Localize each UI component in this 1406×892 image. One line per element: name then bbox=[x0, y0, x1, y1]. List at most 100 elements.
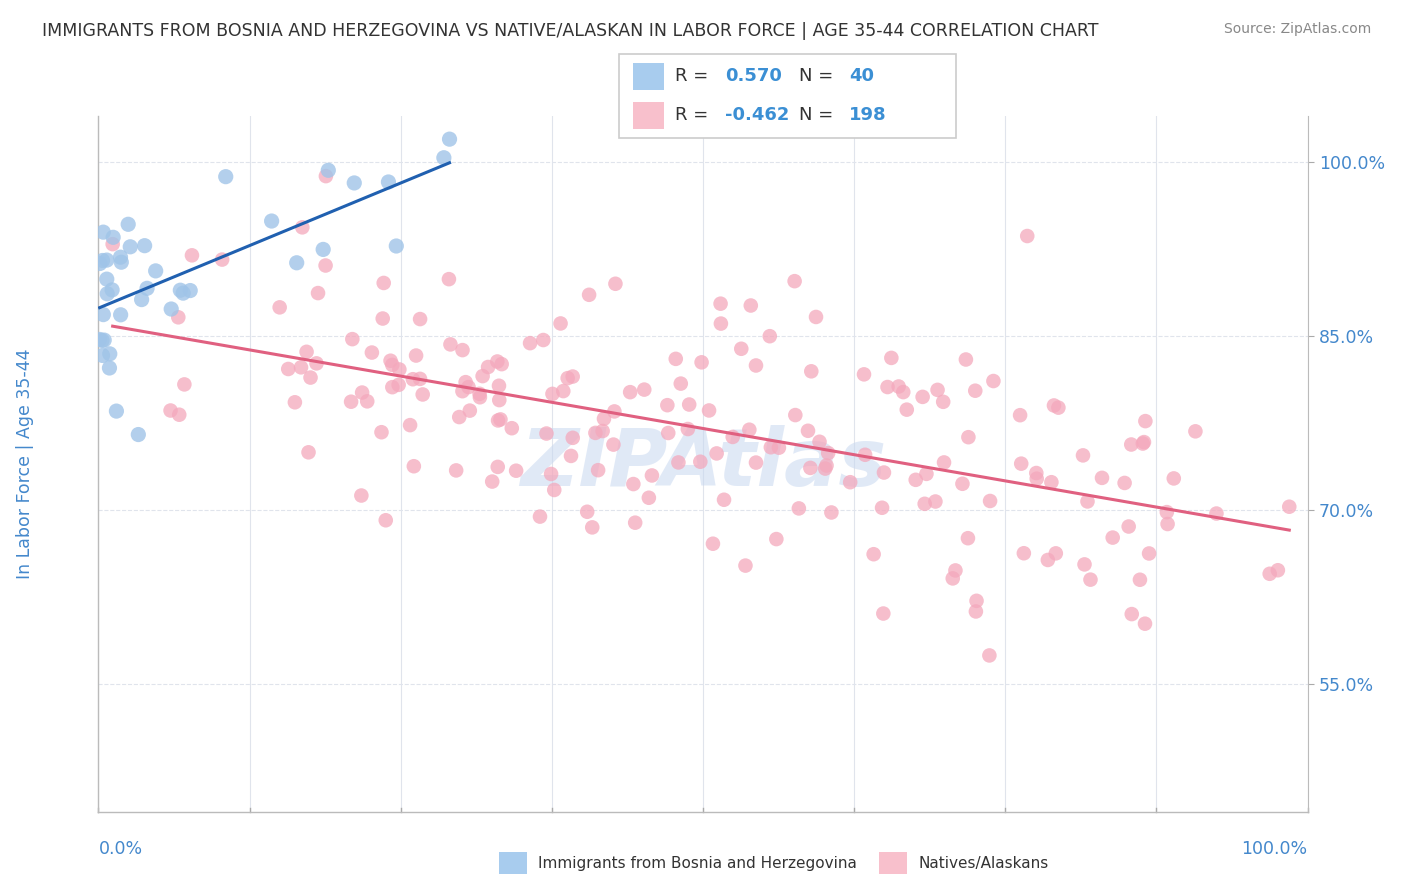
Point bbox=[105, 404, 128, 418]
Text: 0.0%: 0.0% bbox=[98, 840, 142, 858]
Point bbox=[710, 296, 733, 310]
Text: Source: ZipAtlas.com: Source: ZipAtlas.com bbox=[1223, 22, 1371, 37]
Point bbox=[399, 418, 422, 433]
Point bbox=[488, 378, 510, 392]
Text: 100.0%: 100.0% bbox=[1241, 840, 1308, 858]
Point bbox=[536, 426, 558, 441]
Point bbox=[451, 384, 474, 399]
Point bbox=[134, 238, 156, 252]
Point bbox=[405, 349, 427, 363]
Point bbox=[167, 408, 190, 422]
Point bbox=[1101, 531, 1123, 545]
Point bbox=[603, 404, 626, 418]
Point bbox=[873, 466, 896, 480]
Point bbox=[98, 361, 121, 376]
Point bbox=[1045, 546, 1067, 560]
Point bbox=[402, 372, 425, 386]
Point bbox=[380, 353, 402, 368]
Point bbox=[1156, 505, 1178, 519]
Point bbox=[543, 483, 565, 497]
Point bbox=[1036, 553, 1059, 567]
Point bbox=[356, 394, 378, 409]
Point bbox=[374, 513, 396, 527]
Point bbox=[891, 385, 914, 400]
Point bbox=[979, 648, 1001, 663]
Point bbox=[505, 464, 527, 478]
Point bbox=[316, 163, 339, 178]
Point bbox=[486, 354, 509, 368]
Point bbox=[581, 520, 603, 534]
Point bbox=[550, 317, 572, 331]
Point bbox=[734, 558, 756, 573]
Point bbox=[340, 394, 363, 409]
Point bbox=[1133, 435, 1156, 450]
Point bbox=[299, 370, 322, 384]
Point bbox=[159, 403, 181, 417]
Point bbox=[787, 501, 810, 516]
Point bbox=[1132, 436, 1154, 450]
Point bbox=[1114, 475, 1136, 490]
Point bbox=[768, 441, 790, 455]
Point bbox=[167, 310, 190, 325]
Point bbox=[945, 563, 967, 577]
Text: ZIPAtlas: ZIPAtlas bbox=[520, 425, 886, 503]
Point bbox=[381, 358, 404, 372]
Point bbox=[853, 368, 876, 382]
Point bbox=[799, 461, 821, 475]
Point bbox=[759, 440, 782, 454]
Point bbox=[501, 421, 523, 435]
Point bbox=[91, 253, 114, 268]
Point bbox=[817, 446, 839, 460]
Point bbox=[1135, 414, 1157, 428]
Point bbox=[1267, 563, 1289, 577]
Point bbox=[932, 455, 955, 469]
Point bbox=[295, 344, 318, 359]
Point bbox=[173, 377, 195, 392]
Point bbox=[342, 332, 364, 346]
Point bbox=[853, 448, 876, 462]
Point bbox=[491, 357, 513, 371]
Point bbox=[179, 284, 201, 298]
Point bbox=[457, 380, 479, 394]
Point bbox=[1080, 573, 1102, 587]
Point bbox=[592, 424, 614, 438]
Point bbox=[668, 455, 690, 469]
Point bbox=[370, 425, 392, 440]
Point bbox=[297, 445, 319, 459]
Point bbox=[91, 334, 114, 348]
Point bbox=[284, 395, 307, 409]
Point bbox=[1205, 507, 1227, 521]
Point bbox=[1076, 494, 1098, 508]
Point bbox=[1278, 500, 1301, 514]
Point bbox=[373, 276, 395, 290]
Point bbox=[1040, 475, 1063, 490]
Point bbox=[576, 505, 599, 519]
Point bbox=[439, 132, 461, 146]
Point bbox=[800, 364, 823, 378]
Point bbox=[307, 286, 329, 301]
Point bbox=[765, 532, 787, 546]
Point bbox=[486, 459, 509, 474]
Point bbox=[966, 594, 988, 608]
Point bbox=[676, 422, 699, 436]
Point bbox=[352, 385, 374, 400]
Point bbox=[486, 413, 509, 427]
Text: Immigrants from Bosnia and Herzegovina: Immigrants from Bosnia and Herzegovina bbox=[538, 855, 858, 871]
Point bbox=[1047, 401, 1070, 415]
Point bbox=[1010, 408, 1032, 422]
Point bbox=[540, 467, 562, 481]
Point bbox=[1156, 516, 1178, 531]
Text: N =: N = bbox=[799, 68, 832, 86]
Point bbox=[291, 220, 314, 235]
Point bbox=[477, 359, 499, 374]
Point bbox=[702, 537, 724, 551]
Point bbox=[808, 434, 831, 449]
Point bbox=[89, 256, 111, 270]
Point bbox=[277, 362, 299, 376]
Point bbox=[1010, 457, 1032, 471]
Point bbox=[269, 301, 291, 315]
Point bbox=[315, 169, 337, 183]
Point bbox=[1025, 472, 1047, 486]
Point bbox=[815, 458, 838, 473]
Point bbox=[745, 456, 768, 470]
